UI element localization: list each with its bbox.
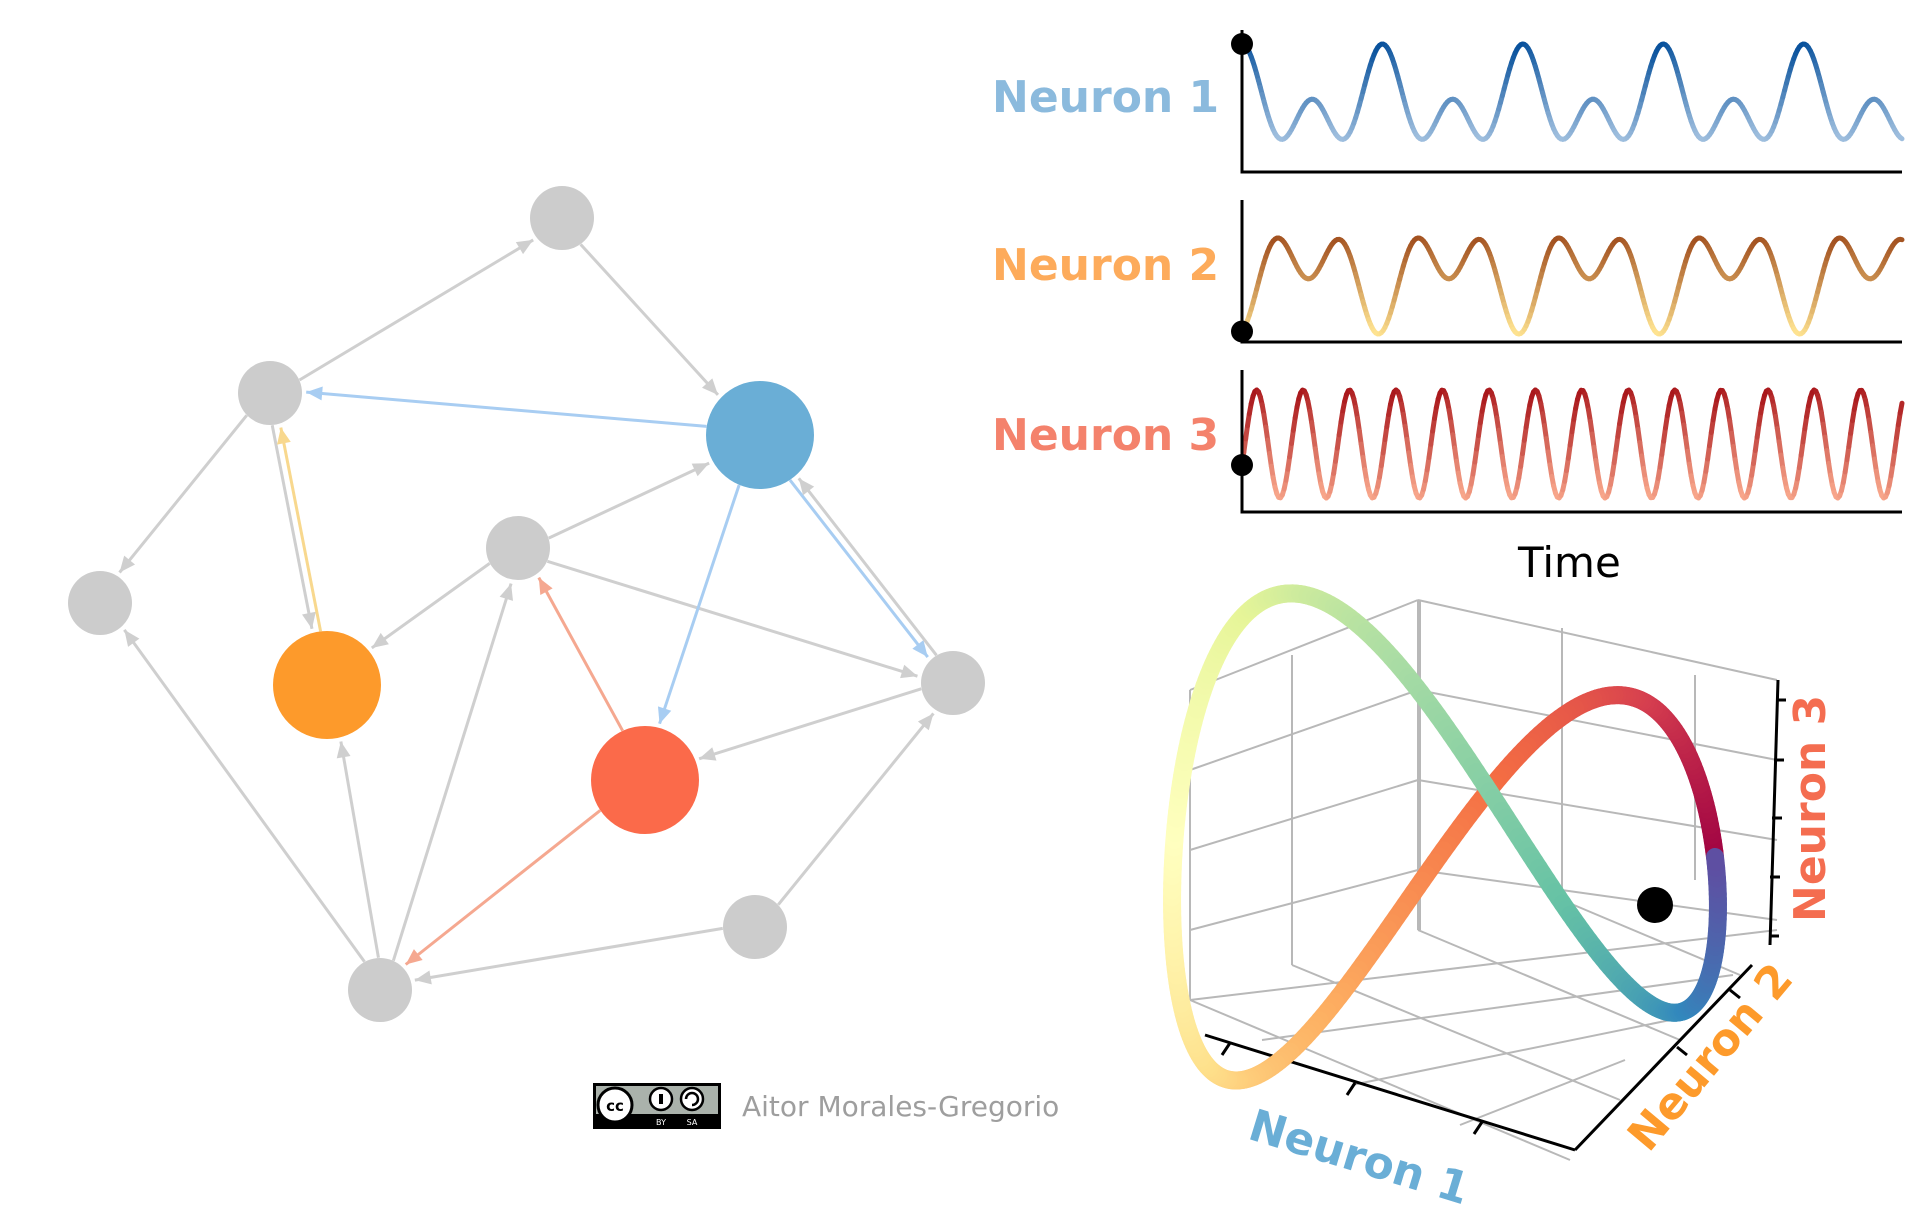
phase-axis-z bbox=[1768, 679, 1780, 946]
edge-ul-t bbox=[298, 238, 534, 382]
network-edges bbox=[118, 238, 938, 985]
edge-arrowhead bbox=[900, 664, 918, 679]
edge-arrowhead bbox=[701, 378, 718, 395]
edge-arrowhead bbox=[336, 741, 351, 759]
trace-axes bbox=[1240, 200, 1902, 344]
time-axis-label: Time bbox=[1518, 538, 1621, 587]
edge-ul-n2 bbox=[270, 424, 316, 630]
edge-arrowhead bbox=[917, 713, 934, 731]
trace-axes bbox=[1240, 370, 1902, 514]
svg-text:SA: SA bbox=[687, 1118, 698, 1127]
edge-br-r bbox=[777, 712, 935, 906]
phase-axis-y bbox=[1573, 963, 1754, 1152]
network-node-r bbox=[921, 651, 985, 715]
phase-space-plot bbox=[1163, 584, 1786, 1161]
edge-r-n1 bbox=[797, 477, 938, 657]
network-node-bl bbox=[348, 958, 412, 1022]
edge-r-n3 bbox=[698, 687, 922, 761]
trace-neuron-3 bbox=[1231, 370, 1905, 514]
edge-arrowhead bbox=[515, 239, 534, 255]
edge-arrowhead bbox=[124, 629, 140, 647]
edge-arrowhead bbox=[699, 747, 717, 761]
network-node-t bbox=[530, 186, 594, 250]
edge-bl-m bbox=[391, 583, 514, 962]
edge-n3-bl bbox=[404, 809, 602, 966]
cc-by-sa-logo: cc BY SA bbox=[593, 1083, 721, 1129]
edge-n2-ul bbox=[277, 427, 323, 632]
edge-m-r bbox=[546, 559, 918, 679]
network-nodes bbox=[68, 186, 985, 1022]
network-node-l bbox=[68, 571, 132, 635]
svg-text:cc: cc bbox=[606, 1097, 624, 1115]
phase-space-axes bbox=[1204, 679, 1786, 1152]
edge-n1-r bbox=[788, 479, 929, 658]
edge-n1-ul bbox=[306, 386, 707, 428]
author-credit: Aitor Morales-Gregorio bbox=[742, 1090, 1060, 1123]
edge-n3-m bbox=[537, 576, 624, 732]
edge-arrowhead bbox=[119, 555, 136, 573]
trace-axes bbox=[1240, 30, 1902, 174]
trace-neuron-1 bbox=[1231, 30, 1905, 174]
neuron-2-node bbox=[273, 631, 381, 739]
edge-m-n1 bbox=[548, 461, 710, 540]
phase-space-trajectory bbox=[1163, 584, 1727, 1090]
edge-arrowhead bbox=[405, 949, 423, 965]
edge-bl-l bbox=[123, 628, 366, 963]
phase-axis-z-label: Neuron 3 bbox=[1785, 694, 1836, 922]
edge-arrowhead bbox=[691, 463, 710, 477]
edge-br-bl bbox=[414, 926, 724, 985]
edge-n1-n3 bbox=[657, 484, 741, 725]
edge-m-n2 bbox=[370, 562, 491, 650]
network-node-m bbox=[486, 516, 550, 580]
trajectory-start-marker bbox=[1637, 887, 1673, 923]
edge-arrowhead bbox=[371, 632, 389, 648]
edge-arrowhead bbox=[302, 611, 316, 629]
edge-arrowhead bbox=[657, 706, 672, 724]
trace-label-neuron-3: Neuron 3 bbox=[992, 410, 1220, 461]
svg-text:BY: BY bbox=[656, 1118, 666, 1127]
phase-axis-x bbox=[1204, 1033, 1576, 1152]
edge-arrowhead bbox=[912, 640, 928, 658]
edge-ul-l bbox=[118, 414, 248, 574]
trace-label-neuron-1: Neuron 1 bbox=[992, 72, 1220, 123]
network-node-br bbox=[723, 895, 787, 959]
trace-neuron-2 bbox=[1231, 200, 1905, 344]
edge-t-n1 bbox=[579, 243, 720, 396]
edge-arrowhead bbox=[277, 427, 291, 445]
trace-label-neuron-2: Neuron 2 bbox=[992, 240, 1220, 291]
neuron-3-node bbox=[591, 726, 699, 834]
edge-arrowhead bbox=[538, 577, 553, 596]
network-graph bbox=[68, 186, 985, 1022]
neuron-1-node bbox=[706, 381, 814, 489]
edge-arrowhead bbox=[499, 583, 514, 601]
edge-arrowhead bbox=[306, 386, 323, 401]
edge-bl-n2 bbox=[336, 741, 380, 959]
network-node-ul bbox=[238, 361, 302, 425]
edge-arrowhead bbox=[798, 478, 815, 496]
activity-traces bbox=[1231, 30, 1905, 514]
edge-arrowhead bbox=[414, 970, 432, 985]
